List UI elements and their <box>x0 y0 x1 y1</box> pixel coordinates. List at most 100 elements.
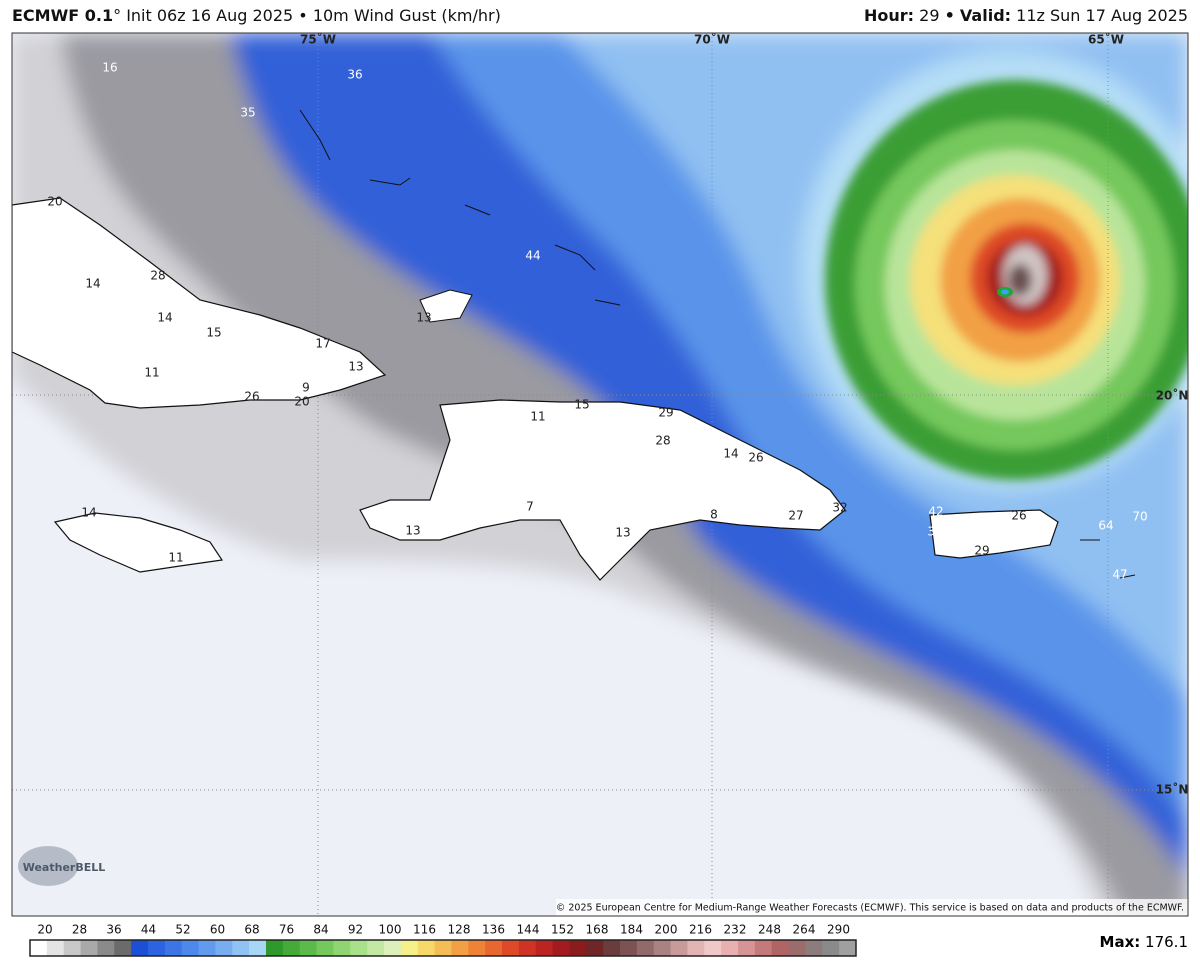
station-value: 26 <box>244 390 259 404</box>
colorbar-swatch <box>131 940 149 956</box>
station-value: 20 <box>294 395 309 409</box>
station-value: 47 <box>1112 568 1127 582</box>
colorbar-swatch <box>350 940 368 956</box>
station-value: 32 <box>832 501 847 515</box>
colorbar-tick-label: 68 <box>244 923 259 937</box>
colorbar-tick-label: 44 <box>141 923 156 937</box>
colorbar-swatch <box>839 940 857 956</box>
station-value: 11 <box>144 366 159 380</box>
station-value: 8 <box>710 508 718 522</box>
station-value: 13 <box>405 524 420 538</box>
copyright: © 2025 European Centre for Medium-Range … <box>556 903 1184 914</box>
colorbar-swatch <box>400 940 419 956</box>
colorbar-swatch <box>771 940 790 956</box>
colorbar-swatch <box>485 940 503 956</box>
station-value: 35 <box>240 106 255 120</box>
colorbar-swatch <box>721 940 739 956</box>
colorbar-tick-label: 136 <box>482 923 505 937</box>
station-value: 70 <box>1132 510 1147 524</box>
colorbar-tick-label: 144 <box>517 923 540 937</box>
colorbar-swatch <box>569 940 587 956</box>
colorbar-swatch <box>620 940 638 956</box>
colorbar-swatch <box>215 940 233 956</box>
separator: • <box>945 6 955 25</box>
header-left: ECMWF 0.1° Init 06z 16 Aug 2025 • 10m Wi… <box>12 6 501 25</box>
station-value: 28 <box>655 434 670 448</box>
station-value: 14 <box>85 277 100 291</box>
colorbar-swatch <box>704 940 722 956</box>
colorbar-swatch <box>299 940 318 956</box>
header-right: Hour: 29 • Valid: 11z Sun 17 Aug 2025 <box>864 6 1188 25</box>
colorbar-swatch <box>788 940 806 956</box>
station-value: 26 <box>748 451 763 465</box>
logo-text: WeatherBELL <box>23 861 106 874</box>
colorbar-swatch <box>232 940 250 956</box>
colorbar-swatch <box>181 940 200 956</box>
colorbar-frame <box>29 939 857 957</box>
station-values: 16 36 35 20 28 14 14 15 17 13 11 9 26 20 13 44 11 15 29 28 1… <box>47 61 1147 582</box>
colorbar-tick-label: 248 <box>758 923 781 937</box>
colorbar: 20 28 36 44 52 60 68 76 84 92 100 116 128 136 144 152 16… <box>29 923 857 957</box>
station-value: 13 <box>348 360 363 374</box>
colorbar-tick-label: 216 <box>689 923 712 937</box>
colorbar-tick-label: 264 <box>793 923 816 937</box>
colorbar-tick-label: 200 <box>655 923 678 937</box>
colorbar-swatch <box>63 940 82 956</box>
land <box>12 197 1059 581</box>
colorbar-tick-label: 92 <box>348 923 363 937</box>
colorbar-swatch <box>586 940 604 956</box>
colorbar-swatch <box>266 940 284 956</box>
logo: WeatherBELL <box>18 846 105 886</box>
station-value: 14 <box>81 506 96 520</box>
station-value: 11 <box>530 410 545 424</box>
colorbar-tick-label: 232 <box>724 923 747 937</box>
colorbar-swatch <box>822 940 840 956</box>
colorbar-swatch <box>46 940 65 956</box>
colorbar-tick-label: 290 <box>827 923 850 937</box>
colorbar-swatch <box>30 940 48 956</box>
colorbar-tick-label: 152 <box>551 923 574 937</box>
station-value: 26 <box>1011 509 1026 523</box>
colorbar-tick-label: 100 <box>379 923 402 937</box>
colorbar-swatch <box>738 940 756 956</box>
colorbar-swatch <box>333 940 351 956</box>
station-value: 29 <box>974 544 989 558</box>
colorbar-swatch <box>367 940 385 956</box>
colorbar-tick-label: 36 <box>106 923 121 937</box>
colorbar-swatch <box>282 940 301 956</box>
lon-label: 75˚W <box>300 32 336 47</box>
station-value: 7 <box>526 500 534 514</box>
colorbar-swatch <box>249 940 267 956</box>
max-value: 176.1 <box>1145 933 1188 951</box>
small-islands <box>299 109 1136 579</box>
colorbar-swatch <box>603 940 621 956</box>
colorbar-tick-label: 60 <box>210 923 225 937</box>
colorbar-tick-label: 84 <box>313 923 328 937</box>
station-value: 42 <box>928 505 943 519</box>
station-value: 29 <box>658 406 673 420</box>
colorbar-swatch <box>754 940 773 956</box>
colorbar-swatch <box>417 940 436 956</box>
station-value: 64 <box>1098 519 1113 533</box>
station-value: 33 <box>927 525 942 539</box>
colorbar-swatch <box>636 940 655 956</box>
station-value: 28 <box>150 269 165 283</box>
station-value: 16 <box>102 61 117 75</box>
station-value: 44 <box>525 249 540 263</box>
max: Max: 176.1 <box>1100 933 1188 951</box>
colorbar-tick-label: 116 <box>413 923 436 937</box>
colorbar-swatch <box>687 940 705 956</box>
station-value: 9 <box>302 381 310 395</box>
colorbar-swatch <box>805 940 823 956</box>
colorbar-swatch <box>502 940 520 956</box>
separator: • <box>298 6 307 25</box>
station-value: 36 <box>347 68 362 82</box>
lat-label: 15˚N <box>1156 782 1189 797</box>
colorbar-swatch <box>198 940 216 956</box>
station-value: 20 <box>47 195 62 209</box>
colorbar-swatch <box>384 940 402 956</box>
colorbar-tick-label: 52 <box>175 923 190 937</box>
station-value: 15 <box>206 326 221 340</box>
init: Init 06z 16 Aug 2025 <box>126 6 293 25</box>
